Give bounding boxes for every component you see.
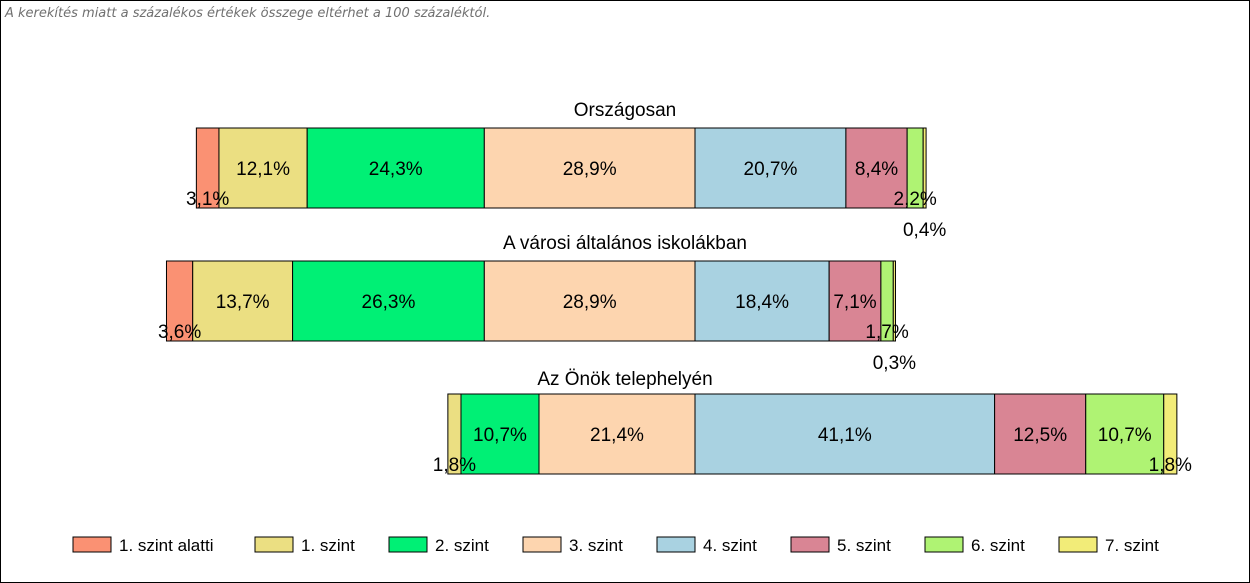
data-label: 1,8% <box>433 455 476 476</box>
data-label: 10,7% <box>473 425 527 446</box>
data-label: 1,7% <box>865 322 908 343</box>
bar-segment <box>306 127 485 209</box>
legend-label: 5. szint <box>837 536 891 555</box>
bar-segment <box>694 127 847 209</box>
data-label: 28,9% <box>563 159 617 180</box>
legend-label: 3. szint <box>569 536 623 555</box>
data-label: 0,4% <box>903 220 946 241</box>
group-title: A városi általános iskolákban <box>503 233 747 254</box>
legend-swatch <box>72 536 112 553</box>
bar-segment <box>994 393 1087 475</box>
data-label: 21,4% <box>590 425 644 446</box>
data-label: 12,5% <box>1013 425 1067 446</box>
data-label: 2,2% <box>894 189 937 210</box>
bar-segment <box>483 127 696 209</box>
rounding-note: A kerekítés miatt a százalékos értékek ö… <box>5 6 491 21</box>
legend-swatch <box>790 536 830 553</box>
data-label: 0,3% <box>873 353 916 374</box>
legend-swatch <box>656 536 696 553</box>
legend-label: 1. szint alatti <box>119 536 214 555</box>
data-label: 1,8% <box>1149 455 1192 476</box>
bar-segment <box>292 260 485 342</box>
legend-label: 6. szint <box>971 536 1025 555</box>
bar-segment <box>828 260 882 342</box>
legend-label: 7. szint <box>1105 536 1159 555</box>
legend-label: 4. szint <box>703 536 757 555</box>
legend-label: 2. szint <box>435 536 489 555</box>
bar-segment <box>922 127 927 209</box>
legend-label: 1. szint <box>301 536 355 555</box>
data-label: 3,6% <box>158 322 201 343</box>
data-label: 28,9% <box>563 292 617 313</box>
data-label: 20,7% <box>744 159 798 180</box>
legend-swatch <box>522 536 562 553</box>
group-title: Az Önök telephelyén <box>537 369 712 390</box>
legend-swatch <box>1058 536 1098 553</box>
data-label: 41,1% <box>818 425 872 446</box>
data-label: 8,4% <box>855 159 898 180</box>
data-label: 26,3% <box>362 292 416 313</box>
bar-segment <box>892 260 896 342</box>
bar-segment <box>192 260 294 342</box>
group-title: Országosan <box>574 100 676 121</box>
legend-swatch <box>924 536 964 553</box>
bar-segment <box>694 393 996 475</box>
bar-segment <box>1085 393 1165 475</box>
data-label: 7,1% <box>833 292 876 313</box>
bar-segment <box>1163 393 1178 475</box>
data-label: 10,7% <box>1098 425 1152 446</box>
legend-swatch <box>388 536 428 553</box>
bar-segment <box>845 127 908 209</box>
bar-segment <box>483 260 696 342</box>
data-label: 13,7% <box>216 292 270 313</box>
data-label: 3,1% <box>186 189 229 210</box>
data-label: 12,1% <box>236 159 290 180</box>
data-label: 24,3% <box>369 159 423 180</box>
legend-swatch <box>254 536 294 553</box>
data-label: 18,4% <box>735 292 789 313</box>
